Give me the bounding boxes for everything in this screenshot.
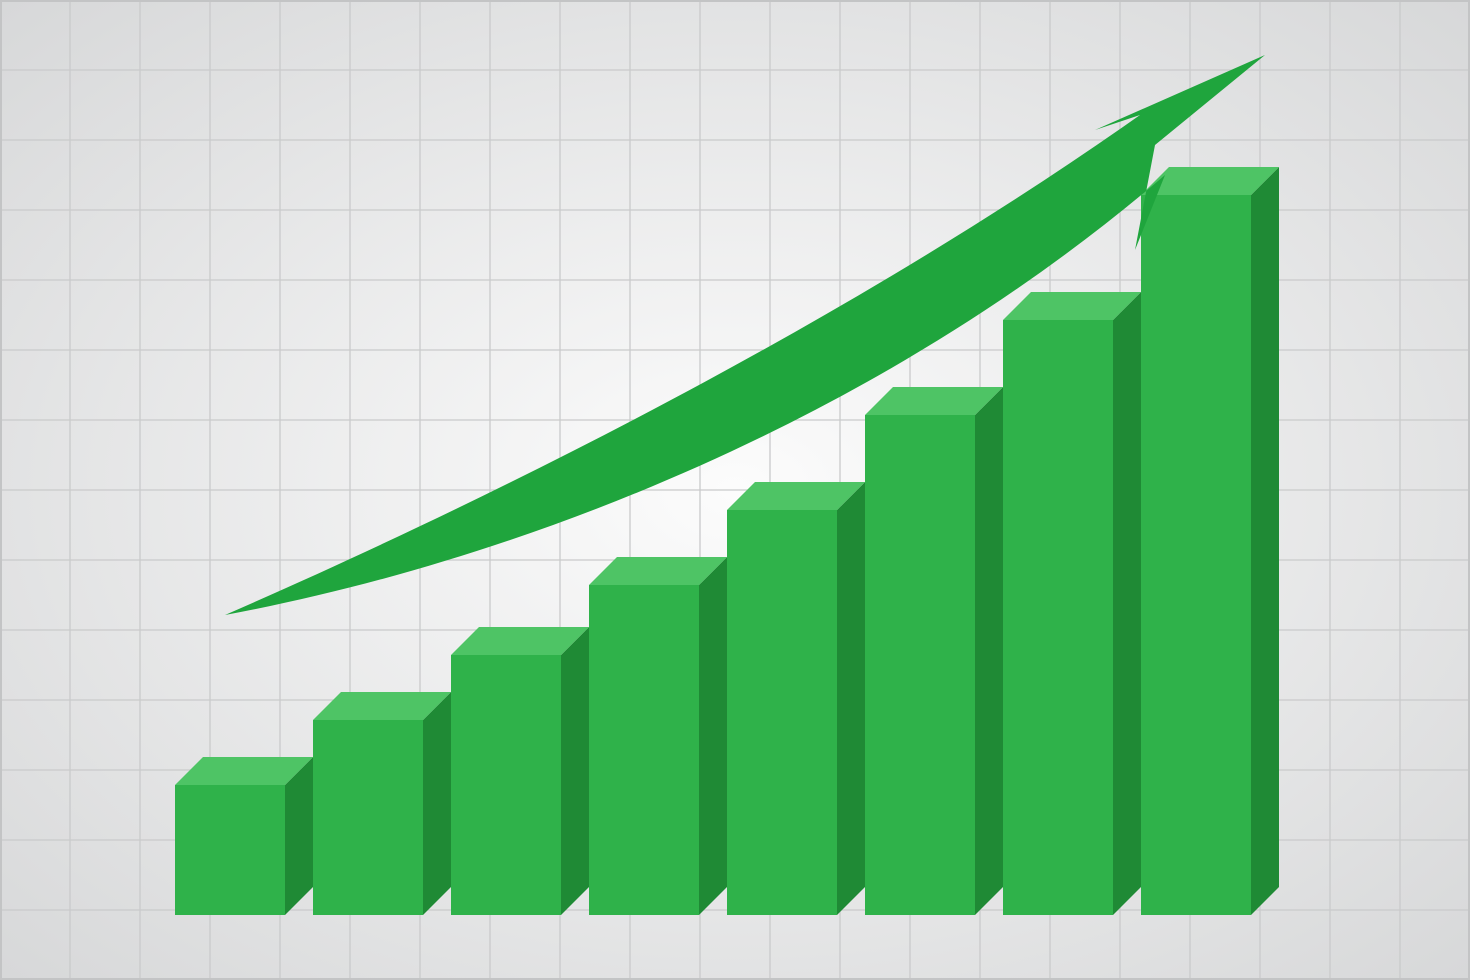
chart-bar-5 [727,482,865,915]
chart-bar-1 [175,757,313,915]
chart-bar-8 [1141,167,1279,915]
chart-bar-4 [589,557,727,915]
chart-bar-6 [865,387,1003,915]
chart-bar-7 [1003,292,1141,915]
growth-bar-chart [0,0,1470,980]
chart-bar-3 [451,627,589,915]
chart-bar-2 [313,692,451,915]
chart-svg [0,0,1470,980]
